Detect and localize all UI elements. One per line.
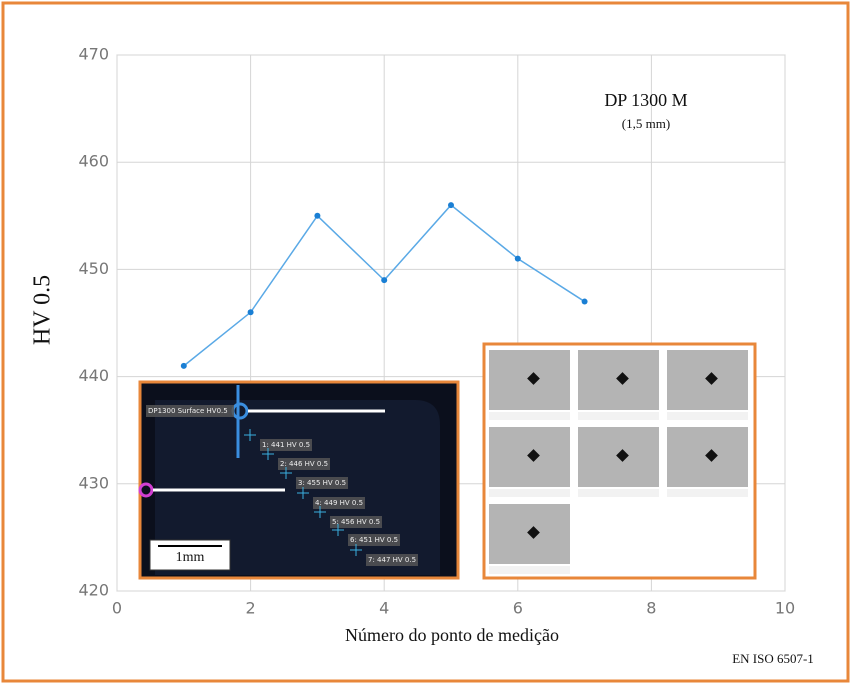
tile-caption: [489, 412, 570, 420]
y-axis-label: HV 0.5: [30, 275, 56, 345]
point: [515, 256, 521, 262]
x-tick-label: 10: [775, 599, 795, 618]
tile-caption: [667, 489, 748, 497]
y-tick-label: 430: [78, 473, 109, 492]
footnote: EN ISO 6507-1: [732, 651, 814, 666]
y-tick-label: 420: [78, 581, 109, 600]
y-tick-label: 460: [78, 152, 109, 171]
point: [314, 213, 320, 219]
inset-label: 4: 449 HV 0.5: [315, 499, 363, 507]
point: [181, 363, 187, 369]
point: [381, 277, 387, 283]
x-tick-label: 2: [246, 599, 256, 618]
point: [448, 202, 454, 208]
scale-label: 1mm: [176, 550, 205, 565]
chart-subtitle: (1,5 mm): [622, 116, 670, 131]
inset-label: 1: 441 HV 0.5: [262, 441, 310, 449]
chart-title: DP 1300 M: [604, 90, 687, 110]
inset-label: 6: 451 HV 0.5: [350, 536, 398, 544]
point: [582, 299, 588, 305]
inset-label: 3: 455 HV 0.5: [298, 479, 346, 487]
tile-caption: [489, 489, 570, 497]
x-tick-label: 0: [112, 599, 122, 618]
inset-photo: 1mm DP1300 Surface HV0.5 1: 441 HV 0.5 2: …: [140, 382, 458, 578]
point: [248, 309, 254, 315]
tile-caption: [489, 566, 570, 574]
y-tick-label: 440: [78, 366, 109, 385]
tile-caption: [578, 489, 659, 497]
inset-label: DP1300 Surface HV0.5: [148, 407, 228, 415]
inset-label: 5: 456 HV 0.5: [332, 518, 380, 526]
tile-caption: [667, 412, 748, 420]
tile-caption: [578, 412, 659, 420]
chart: 420 430 440 450 460 470 0 2 4 6 8 10 DP 1300 M (1,5…: [0, 0, 851, 684]
x-tick-label: 8: [646, 599, 656, 618]
x-tick-label: 6: [513, 599, 523, 618]
inset-label: 7: 447 HV 0.5: [368, 556, 416, 564]
inset-micrographs: [484, 344, 755, 578]
y-tick-label: 450: [78, 259, 109, 278]
y-tick-label: 470: [78, 45, 109, 64]
x-tick-label: 4: [379, 599, 389, 618]
x-axis-label: Número do ponto de medição: [345, 625, 559, 645]
inset-label: 2: 446 HV 0.5: [280, 460, 328, 468]
